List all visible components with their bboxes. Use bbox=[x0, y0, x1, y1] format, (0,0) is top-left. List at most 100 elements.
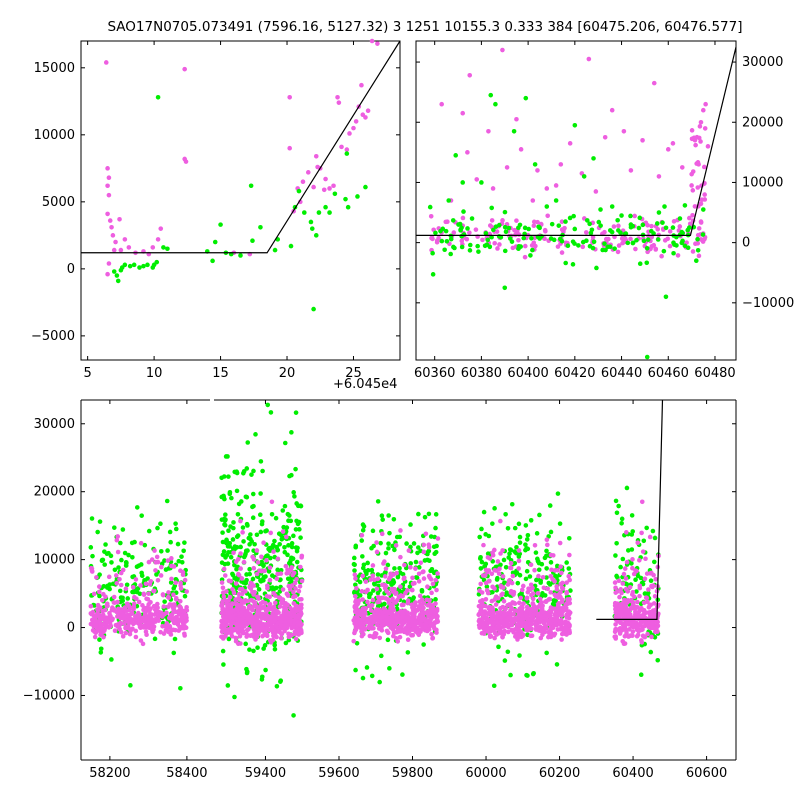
data-point-magenta bbox=[371, 625, 376, 631]
data-point-green bbox=[517, 653, 522, 658]
data-point-green bbox=[286, 560, 292, 566]
data-point-magenta bbox=[416, 571, 422, 577]
data-point-magenta bbox=[240, 591, 245, 597]
data-point-green bbox=[505, 649, 511, 655]
data-point-magenta bbox=[290, 572, 295, 578]
data-point-green bbox=[475, 243, 480, 249]
data-point-green bbox=[438, 228, 443, 234]
data-point-green bbox=[109, 560, 114, 565]
data-point-magenta bbox=[528, 582, 534, 588]
data-point-magenta bbox=[336, 100, 342, 105]
data-point-magenta bbox=[151, 603, 157, 609]
data-point-green bbox=[503, 564, 509, 570]
data-point-magenta bbox=[363, 589, 369, 595]
data-point-magenta bbox=[372, 577, 377, 583]
data-point-green bbox=[641, 238, 647, 244]
data-point-magenta bbox=[353, 599, 358, 605]
data-point-green bbox=[628, 213, 633, 219]
data-point-magenta bbox=[484, 588, 490, 593]
data-point-green bbox=[645, 237, 651, 242]
data-point-green bbox=[107, 586, 112, 592]
data-point-magenta bbox=[219, 580, 225, 585]
data-point-magenta bbox=[331, 183, 336, 189]
data-point-magenta bbox=[529, 243, 535, 248]
data-point-green bbox=[125, 596, 131, 601]
data-point-magenta bbox=[143, 581, 149, 587]
data-point-magenta bbox=[483, 603, 488, 609]
data-point-magenta bbox=[268, 530, 274, 536]
data-point-magenta bbox=[557, 620, 563, 625]
data-point-green bbox=[212, 239, 218, 245]
data-point-green bbox=[663, 225, 669, 231]
data-point-green bbox=[258, 459, 264, 464]
data-point-magenta bbox=[369, 38, 375, 44]
data-point-magenta bbox=[254, 571, 260, 577]
data-point-magenta bbox=[615, 249, 621, 255]
data-point-magenta bbox=[487, 625, 493, 631]
data-point-magenta bbox=[141, 591, 147, 597]
data-point-magenta bbox=[400, 593, 405, 599]
data-point-green bbox=[97, 593, 102, 599]
data-point-magenta bbox=[379, 615, 385, 620]
data-point-magenta bbox=[375, 41, 380, 46]
data-point-green bbox=[416, 511, 421, 517]
data-point-magenta bbox=[647, 534, 653, 540]
data-point-magenta bbox=[648, 571, 653, 576]
data-point-green bbox=[226, 636, 232, 642]
data-point-green bbox=[245, 548, 250, 553]
data-point-magenta bbox=[115, 534, 121, 539]
data-point-magenta bbox=[410, 632, 416, 638]
data-point-magenta bbox=[434, 238, 440, 243]
data-point-magenta bbox=[365, 599, 370, 605]
data-point-green bbox=[544, 204, 550, 209]
data-point-magenta bbox=[264, 612, 269, 618]
data-point-green bbox=[167, 529, 173, 535]
data-point-magenta bbox=[628, 633, 633, 638]
data-point-green bbox=[225, 683, 231, 688]
data-point-magenta bbox=[445, 219, 450, 225]
data-point-magenta bbox=[356, 598, 362, 603]
data-point-green bbox=[155, 94, 161, 100]
data-point-magenta bbox=[313, 153, 319, 159]
data-point-magenta bbox=[516, 566, 521, 571]
data-point-green bbox=[294, 518, 299, 524]
data-point-magenta bbox=[263, 600, 268, 606]
data-point-magenta bbox=[405, 610, 410, 616]
data-point-magenta bbox=[546, 597, 551, 602]
data-point-magenta bbox=[567, 552, 572, 558]
data-point-green bbox=[614, 573, 619, 579]
data-point-magenta bbox=[228, 627, 234, 633]
data-point-magenta bbox=[221, 607, 227, 612]
data-point-magenta bbox=[237, 633, 243, 639]
data-point-green bbox=[378, 540, 383, 546]
data-point-magenta bbox=[129, 610, 135, 616]
data-point-green bbox=[344, 151, 350, 156]
data-point-magenta bbox=[359, 589, 365, 594]
data-point-green bbox=[245, 440, 251, 445]
data-point-magenta bbox=[264, 557, 269, 563]
data-point-green bbox=[514, 544, 519, 550]
data-point-magenta bbox=[528, 633, 534, 639]
data-point-magenta bbox=[377, 599, 382, 604]
data-point-green bbox=[99, 558, 105, 564]
data-point-magenta bbox=[488, 633, 494, 639]
data-point-green bbox=[258, 529, 264, 535]
x-tick-label: 60420 bbox=[554, 366, 595, 381]
data-point-magenta bbox=[559, 219, 565, 225]
data-point-green bbox=[181, 548, 186, 554]
data-point-magenta bbox=[351, 638, 356, 644]
data-point-magenta bbox=[153, 560, 159, 565]
data-point-green bbox=[630, 529, 636, 534]
data-point-green bbox=[127, 263, 133, 269]
data-point-magenta bbox=[114, 537, 120, 543]
data-point-green bbox=[95, 529, 100, 535]
x-tick-label: 58400 bbox=[166, 766, 207, 781]
data-point-magenta bbox=[393, 543, 399, 548]
data-point-green bbox=[502, 285, 508, 291]
data-point-green bbox=[250, 576, 256, 582]
data-point-green bbox=[289, 472, 294, 478]
data-point-green bbox=[439, 238, 445, 244]
y-tick-label: 20000 bbox=[34, 485, 75, 500]
data-point-green bbox=[523, 576, 529, 582]
data-point-green bbox=[469, 216, 475, 221]
